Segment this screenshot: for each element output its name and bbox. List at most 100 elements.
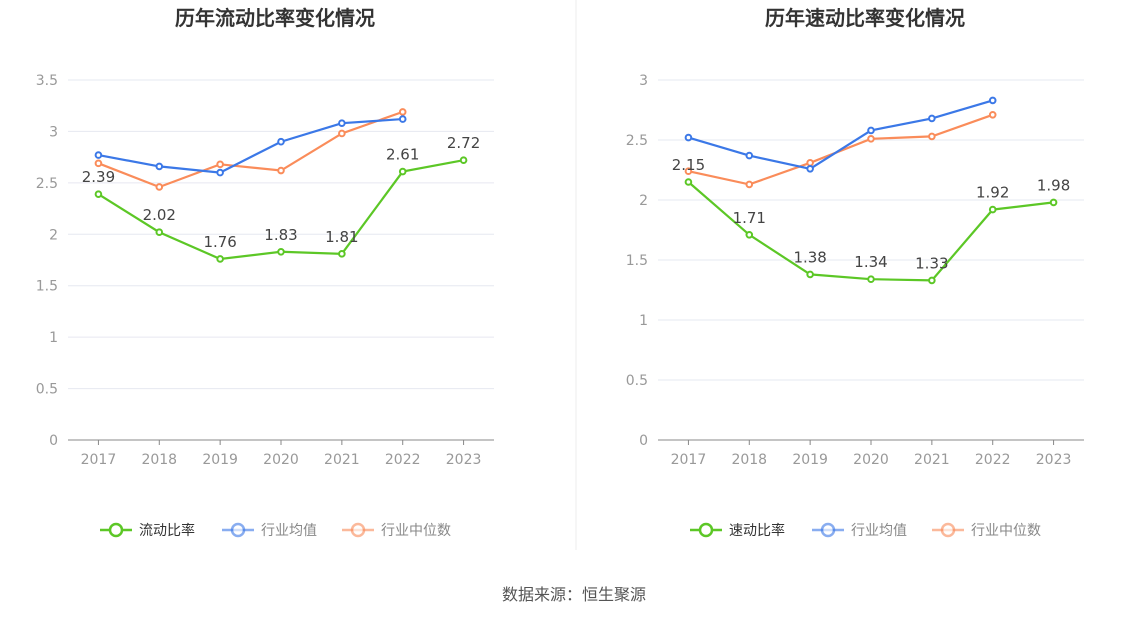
- y-tick-label: 1.5: [36, 279, 58, 295]
- legend-marker-icon: [230, 522, 246, 538]
- legend-item-average[interactable]: 行业均值: [222, 522, 317, 539]
- data-point-average: [806, 165, 814, 173]
- data-point-company: [745, 231, 754, 239]
- data-point-company: [988, 205, 997, 214]
- data-label: 2.15: [672, 156, 705, 174]
- data-point-company: [155, 228, 164, 237]
- y-tick-label: 3: [49, 124, 58, 140]
- data-point-average: [277, 137, 285, 146]
- chart-1: 历年流动比率变化情况 0 0.5 1 1.5 2 2.5 3 3.5 2017 2018 2019 20…: [36, 6, 494, 539]
- x-tick-label: 2018: [731, 452, 767, 468]
- x-tick-label: 2020: [263, 452, 299, 468]
- x-tick-label: 2023: [446, 452, 482, 468]
- data-point-average: [216, 168, 224, 177]
- data-label: 2.72: [447, 134, 480, 152]
- x-tick-label: 2019: [202, 452, 238, 468]
- legend-marker-icon: [698, 522, 714, 538]
- data-point-average: [398, 115, 407, 123]
- x-tick-label: 2021: [324, 452, 360, 468]
- legend-marker-icon: [940, 522, 956, 538]
- legend-item-median[interactable]: 行业中位数: [342, 522, 451, 539]
- x-tick-label: 2021: [914, 452, 950, 468]
- y-tick-label: 1: [639, 313, 648, 329]
- data-point-median: [867, 135, 875, 143]
- data-point-company: [277, 247, 285, 256]
- data-point-company: [684, 178, 693, 186]
- chart-2: 历年速动比率变化情况 0 0.5 1 1.5 2 2.5 3 2017 2018 2019 2020 2…: [626, 6, 1084, 539]
- y-tick-label: 0.5: [626, 373, 648, 389]
- data-source: 数据来源：恒生聚源: [501, 585, 646, 604]
- data-label: 1.98: [1037, 176, 1070, 194]
- y-tick-label: 0: [639, 433, 648, 449]
- y-tick-label: 2: [639, 193, 648, 209]
- data-point-average: [94, 151, 103, 159]
- data-point-average: [745, 151, 754, 160]
- data-point-median: [988, 111, 997, 119]
- data-point-median: [216, 160, 224, 169]
- x-tick-label: 2022: [975, 452, 1011, 468]
- data-point-average: [155, 162, 164, 171]
- legend-marker-icon: [820, 522, 836, 538]
- y-tick-label: 1: [49, 330, 58, 346]
- legend-label: 速动比率: [729, 522, 785, 539]
- data-label: 2.02: [143, 206, 176, 224]
- x-tick-label: 2023: [1036, 452, 1072, 468]
- x-tick-label: 2017: [671, 452, 707, 468]
- y-tick-label: 1.5: [626, 253, 648, 269]
- x-tick-label: 2022: [385, 452, 421, 468]
- data-point-median: [684, 167, 693, 175]
- y-tick-label: 2.5: [36, 176, 58, 192]
- series-line-average: [98, 117, 403, 174]
- series-line-average: [688, 99, 994, 170]
- legend-item-median[interactable]: 行业中位数: [932, 522, 1041, 539]
- series-line-median: [98, 110, 404, 189]
- data-label: 2.39: [82, 168, 115, 186]
- data-label: 2.61: [386, 146, 419, 164]
- legend-item-average[interactable]: 行业均值: [812, 522, 907, 539]
- data-point-median: [745, 180, 754, 189]
- data-point-company: [216, 255, 224, 263]
- legend-marker-icon: [350, 522, 366, 538]
- data-point-median: [338, 129, 346, 138]
- data-point-company: [867, 275, 875, 284]
- data-point-average: [867, 126, 875, 135]
- data-point-median: [94, 159, 103, 168]
- chart-title: 历年流动比率变化情况: [175, 6, 375, 30]
- legend-label: 行业均值: [261, 523, 317, 539]
- x-tick-label: 2020: [853, 452, 889, 468]
- data-label: 1.81: [325, 228, 358, 246]
- data-point-company: [928, 276, 936, 285]
- data-point-average: [684, 133, 693, 142]
- data-point-company: [338, 250, 346, 258]
- data-point-company: [459, 156, 468, 165]
- legend-label: 行业中位数: [971, 523, 1041, 539]
- data-point-company: [398, 167, 407, 176]
- chart-title: 历年速动比率变化情况: [765, 6, 965, 30]
- y-tick-label: 3.5: [36, 73, 58, 89]
- x-tick-label: 2017: [81, 452, 117, 468]
- data-point-median: [806, 159, 814, 167]
- data-point-company: [1049, 198, 1058, 207]
- data-label: 1.76: [203, 233, 236, 251]
- data-point-average: [928, 114, 936, 123]
- data-label: 1.83: [264, 226, 297, 244]
- data-label: 1.71: [733, 209, 766, 227]
- data-point-median: [928, 132, 936, 141]
- y-tick-label: 0: [49, 433, 58, 449]
- data-label: 1.38: [793, 248, 826, 266]
- y-tick-label: 2.5: [626, 133, 648, 149]
- data-point-median: [155, 183, 164, 191]
- legend-item-company[interactable]: 流动比率: [100, 522, 195, 539]
- data-point-median: [398, 108, 407, 116]
- data-label: 1.34: [854, 253, 887, 271]
- x-tick-label: 2018: [141, 452, 177, 468]
- y-tick-label: 0.5: [36, 382, 58, 398]
- data-label: 1.33: [915, 254, 948, 272]
- legend-marker-icon: [108, 522, 124, 538]
- legend-label: 行业均值: [851, 523, 907, 539]
- legend-label: 行业中位数: [381, 523, 451, 539]
- data-point-average: [988, 96, 997, 105]
- legend-item-company[interactable]: 速动比率: [690, 522, 785, 539]
- data-point-company: [806, 270, 814, 279]
